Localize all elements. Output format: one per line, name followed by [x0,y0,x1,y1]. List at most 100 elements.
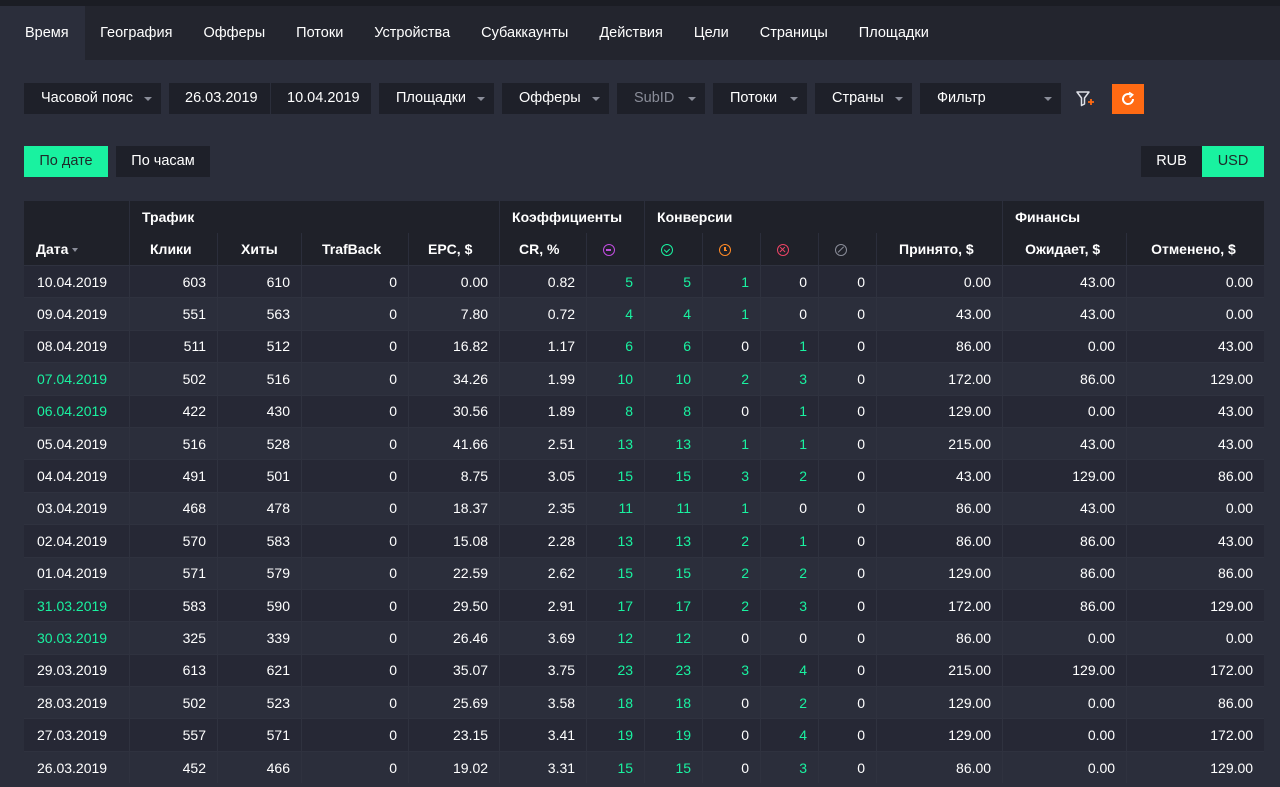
tab-devices[interactable]: Устройства [374,25,451,41]
cell-trafback: 0 [301,297,408,330]
tab-goals[interactable]: Цели [693,25,729,41]
cell-date: 29.03.2019 [24,653,129,687]
cell-epc: 26.46 [408,621,500,654]
cell-conv-approved: 15 [644,556,703,589]
cell-date: 01.04.2019 [24,556,129,589]
cell-conv-rejected: 0 [760,265,819,298]
cell-clicks: 452 [129,750,217,784]
col-epc[interactable]: EPC, $ [408,233,499,265]
cell-accepted: 129.00 [876,718,1003,751]
cell-cancelled: 43.00 [1126,329,1265,363]
tab-geography[interactable]: География [100,25,173,41]
tab-offers[interactable]: Офферы [203,25,266,41]
table-row[interactable]: 31.03.2019 583 590 0 29.50 2.91 17 17 2 3 0 172.00 8… [24,588,1265,622]
offers-select[interactable]: Офферы [502,83,609,114]
col-date[interactable]: Дата [24,233,129,265]
col-conv-pending[interactable] [702,233,760,265]
table-row[interactable]: 08.04.2019 511 512 0 16.82 1.17 6 6 0 1 0 86.00 0.00… [24,329,1265,363]
col-conv-total[interactable] [586,233,644,265]
cell-conv-total: 6 [586,329,645,363]
cell-conv-rejected: 3 [760,750,819,784]
tab-sites[interactable]: Площадки [858,25,929,41]
chevron-down-icon [1044,97,1052,101]
cell-conv-pending: 1 [702,491,761,525]
top-strip [0,0,1280,6]
table-row[interactable]: 01.04.2019 571 579 0 22.59 2.62 15 15 2 2 0 129.00 8… [24,556,1265,589]
cell-cancelled: 0.00 [1126,297,1265,330]
cell-conv-approved: 6 [644,329,703,363]
col-conv-rejected[interactable] [760,233,818,265]
date-from-input[interactable]: 26.03.2019 [169,83,270,114]
cell-conv-trash: 0 [818,459,877,492]
cell-conv-approved: 18 [644,686,703,719]
cell-conv-approved: 12 [644,621,703,654]
cell-trafback: 0 [301,686,408,719]
cell-accepted: 129.00 [876,686,1003,719]
tab-streams[interactable]: Потоки [296,25,344,41]
col-cancelled[interactable]: Отменено, $ [1126,233,1264,265]
cell-hits: 478 [217,491,301,525]
col-pending[interactable]: Ожидает, $ [1002,233,1126,265]
cell-cancelled: 129.00 [1126,588,1265,622]
by-date-button[interactable]: По дате [24,146,108,177]
table-row[interactable]: 04.04.2019 491 501 0 8.75 3.05 15 15 3 2 0 43.00 129… [24,459,1265,492]
tab-actions[interactable]: Действия [599,25,663,41]
date-to-input[interactable]: 10.04.2019 [271,83,371,114]
refresh-button[interactable] [1112,84,1144,114]
table-row[interactable]: 28.03.2019 502 523 0 25.69 3.58 18 18 0 2 0 129.00 0… [24,686,1265,719]
add-filter-icon[interactable] [1074,88,1096,110]
tab-time[interactable]: Время [0,6,85,60]
cell-conv-total: 23 [586,653,645,687]
sites-select[interactable]: Площадки [379,83,494,114]
table-row[interactable]: 29.03.2019 613 621 0 35.07 3.75 23 23 3 4 0 215.00 1… [24,653,1265,687]
table-row[interactable]: 30.03.2019 325 339 0 26.46 3.69 12 12 0 0 0 86.00 0.… [24,621,1265,654]
cell-cr: 1.17 [499,329,587,363]
col-clicks[interactable]: Клики [129,233,217,265]
table-row[interactable]: 27.03.2019 557 571 0 23.15 3.41 19 19 0 4 0 129.00 0… [24,718,1265,751]
table-row[interactable]: 02.04.2019 570 583 0 15.08 2.28 13 13 2 1 0 86.00 86… [24,524,1265,557]
table-row[interactable]: 07.04.2019 502 516 0 34.26 1.99 10 10 2 3 0 172.00 8… [24,362,1265,395]
table-row[interactable]: 10.04.2019 603 610 0 0.00 0.82 5 5 1 0 0 0.00 43.00 0… [24,265,1265,298]
timezone-select[interactable]: Часовой пояс [24,83,161,114]
col-cr[interactable]: CR, % [499,233,586,265]
table-row[interactable]: 03.04.2019 468 478 0 18.37 2.35 11 11 1 0 0 86.00 43… [24,491,1265,525]
by-hours-button[interactable]: По часам [116,146,210,177]
cell-conv-total: 15 [586,556,645,589]
rub-button[interactable]: RUB [1141,146,1202,177]
col-hits[interactable]: Хиты [217,233,301,265]
usd-button[interactable]: USD [1202,146,1264,177]
cell-accepted: 43.00 [876,297,1003,330]
cell-pending: 43.00 [1002,297,1127,330]
cell-conv-pending: 1 [702,297,761,330]
cell-hits: 523 [217,686,301,719]
countries-select[interactable]: Страны [815,83,912,114]
cell-conv-pending: 2 [702,362,761,395]
subid-label: SubID [634,90,675,106]
cell-trafback: 0 [301,556,408,589]
cell-conv-pending: 0 [702,718,761,751]
cell-clicks: 571 [129,556,217,589]
table-row[interactable]: 09.04.2019 551 563 0 7.80 0.72 4 4 1 0 0 43.00 43.00… [24,297,1265,330]
col-accepted[interactable]: Принято, $ [876,233,1002,265]
col-conv-trash[interactable] [818,233,876,265]
cell-hits: 583 [217,524,301,557]
filter-select[interactable]: Фильтр [920,83,1061,114]
cell-conv-pending: 0 [702,750,761,784]
sites-label: Площадки [396,90,467,106]
table-row[interactable]: 26.03.2019 452 466 0 19.02 3.31 15 15 0 3 0 86.00 0.… [24,750,1265,784]
cell-date: 07.04.2019 [24,362,129,395]
tab-pages[interactable]: Страницы [759,25,828,41]
subid-select[interactable]: SubID [617,83,705,114]
table-row[interactable]: 06.04.2019 422 430 0 30.56 1.89 8 8 0 1 0 129.00 0.0… [24,394,1265,427]
cell-date: 28.03.2019 [24,686,129,719]
streams-select[interactable]: Потоки [713,83,807,114]
cell-accepted: 86.00 [876,491,1003,525]
cell-cr: 3.58 [499,686,587,719]
col-trafback[interactable]: TrafBack [301,233,408,265]
table-row[interactable]: 05.04.2019 516 528 0 41.66 2.51 13 13 1 1 0 215.00 4… [24,426,1265,460]
cell-epc: 8.75 [408,459,500,492]
tab-subaccounts[interactable]: Субаккаунты [481,25,569,41]
cell-clicks: 583 [129,588,217,622]
cell-conv-rejected: 3 [760,588,819,622]
col-conv-approved[interactable] [644,233,702,265]
